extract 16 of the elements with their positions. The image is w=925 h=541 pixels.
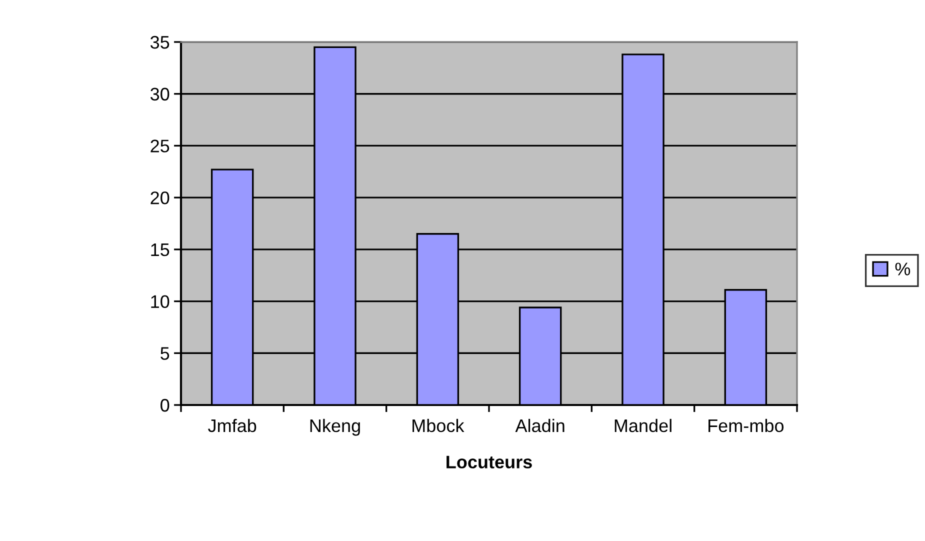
y-tick-label: 30 [150, 88, 170, 101]
y-tick-label: 10 [151, 295, 170, 308]
y-tick-label: 5 [160, 347, 170, 360]
x-tick-label: Fem-mbo [708, 418, 784, 432]
x-axis-title: Locuteurs [446, 456, 532, 468]
y-tick-label: 25 [150, 140, 170, 152]
legend-label: % [895, 262, 910, 276]
x-tick-label: Jmfab [208, 418, 256, 432]
x-tick-label: Aladin [515, 418, 564, 432]
x-tick-label: Mbock [412, 418, 464, 432]
y-tick-label: 0 [160, 398, 170, 412]
x-tick-label: Mandel [614, 418, 672, 432]
y-tick-label: 20 [150, 192, 170, 204]
y-tick-label: 15 [151, 244, 170, 256]
x-tick-label: Nkeng [310, 418, 360, 436]
y-tick-label: 35 [150, 36, 170, 49]
